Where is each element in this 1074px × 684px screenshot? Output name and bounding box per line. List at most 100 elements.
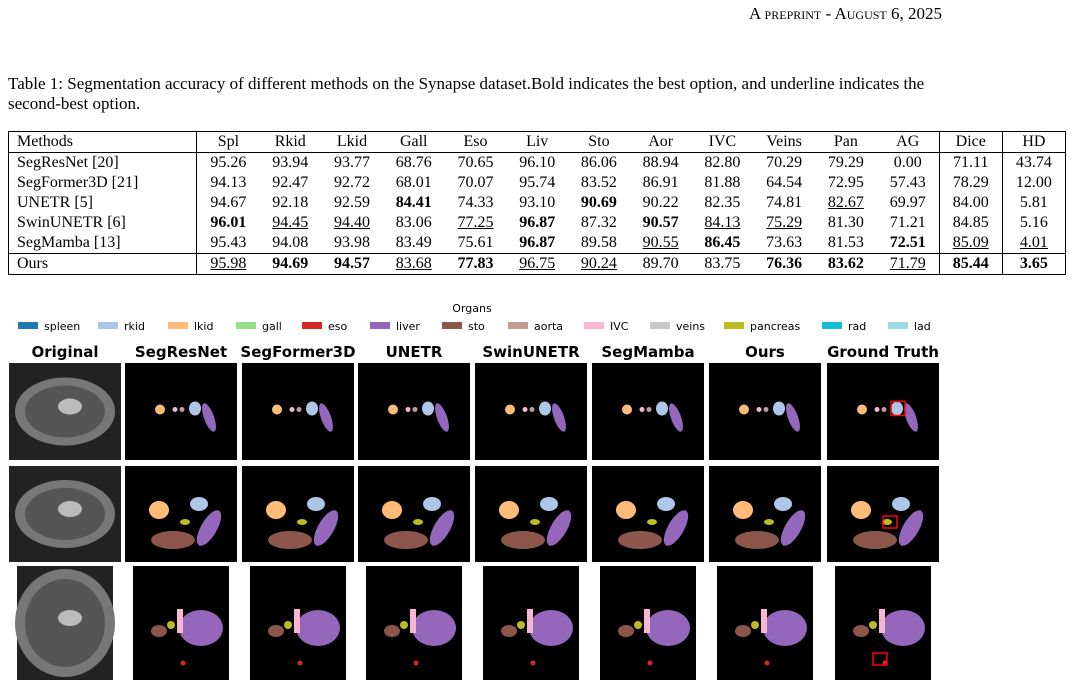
legend-label: IVC [610,320,629,333]
seg [307,497,325,511]
table-cell: 96.87 [519,214,556,231]
legend-label: lkid [194,320,213,333]
table-cell: 86.91 [642,174,679,191]
seg [546,510,572,546]
seg [423,497,441,511]
legend-label: liver [396,320,420,333]
seg [527,609,533,633]
running-title: A preprint - August 6, 2025 [748,4,942,23]
column-header: AG [876,131,940,153]
seg [773,401,785,416]
seg [196,510,222,546]
table-cell: 88.94 [642,154,679,171]
column-header: Gall [382,131,445,153]
seg [294,609,300,633]
column-header: Pan [815,131,877,153]
seg [530,519,540,525]
seg [647,519,657,525]
column-header: Lkid [321,131,383,153]
seg [384,531,428,549]
seg [663,510,689,546]
table-cell: 84.41 [395,194,432,211]
column-title: Ours [745,343,785,361]
seg [646,407,652,412]
seg [179,407,185,412]
legend-swatch [98,322,118,329]
seg [167,621,175,629]
seg [639,407,645,412]
table-cell: 95.43 [210,234,247,251]
legend-label: pancreas [750,320,801,333]
seg [382,501,402,519]
table-cell: SegResNet [20] [8,152,198,173]
highlight [882,515,898,529]
table-cell: 92.18 [272,194,309,211]
seg [853,531,897,549]
table-cell: 82.67 [827,194,864,211]
column-header: Liv [506,131,569,153]
table-cell: 94.67 [210,194,247,211]
seg [499,501,519,519]
seg [882,519,892,525]
table-cell: SegFormer3D [21] [8,173,198,193]
seg [284,621,292,629]
results-table: Methods Spl Rkid Lkid Gall Eso Liv Sto Aor IVC Vei… [8,131,1066,275]
table-cell: 84.85 [939,213,1003,233]
table-cell: 68.01 [395,174,432,191]
seg [786,403,800,432]
seg [881,407,887,412]
seg [774,497,792,511]
table-cell: 4.01 [1019,234,1048,251]
legend-swatch [508,322,528,329]
seg [405,407,411,412]
seg [412,407,418,412]
table-cell: 0.00 [876,152,940,173]
seg [881,610,925,646]
seg [657,497,675,511]
seg [647,660,653,666]
table-cell: 95.74 [519,174,556,191]
table-row: SegFormer3D [21] 94.13 92.47 92.72 68.01 70.0… [8,173,1066,193]
seg [189,401,201,416]
column-title: UNETR [386,343,443,361]
table-cell: 3.65 [1002,253,1066,275]
table-cell: 87.32 [580,214,617,231]
ct-organ [58,610,82,626]
table-cell: 95.26 [210,154,247,171]
seg [297,519,307,525]
legend-label: veins [676,320,705,333]
legend-swatch [236,322,256,329]
column-header: IVC [691,131,754,153]
seg [296,407,302,412]
seg [296,610,340,646]
legend-label: rkid [124,320,145,333]
table-cell: 71.21 [876,213,940,233]
table-cell: 71.11 [939,152,1003,173]
legend-label: spleen [44,320,80,333]
seg [540,497,558,511]
seg [501,625,517,637]
seg [435,403,449,432]
table-cell: 82.80 [704,154,741,171]
table-cell: 89.58 [580,234,617,251]
seg [297,660,303,666]
seg [656,401,668,416]
seg [180,660,186,666]
table-cell: 77.83 [444,253,507,275]
seg [306,401,318,416]
table-cell: 43.74 [1015,154,1052,171]
column-title: Original [31,343,98,361]
table-cell: 92.72 [333,174,370,191]
table-cell: 96.10 [519,154,556,171]
column-title: Ground Truth [827,343,939,361]
column-header: HD [1002,131,1066,153]
table-cell: SwinUNETR [6] [8,213,198,233]
seg [388,404,398,415]
column-header: Spl [196,131,260,153]
table-cell: 92.59 [333,194,370,211]
seg [179,610,223,646]
seg [874,407,880,412]
table-cell: 68.76 [395,154,432,171]
table-cell: 93.10 [519,194,556,211]
